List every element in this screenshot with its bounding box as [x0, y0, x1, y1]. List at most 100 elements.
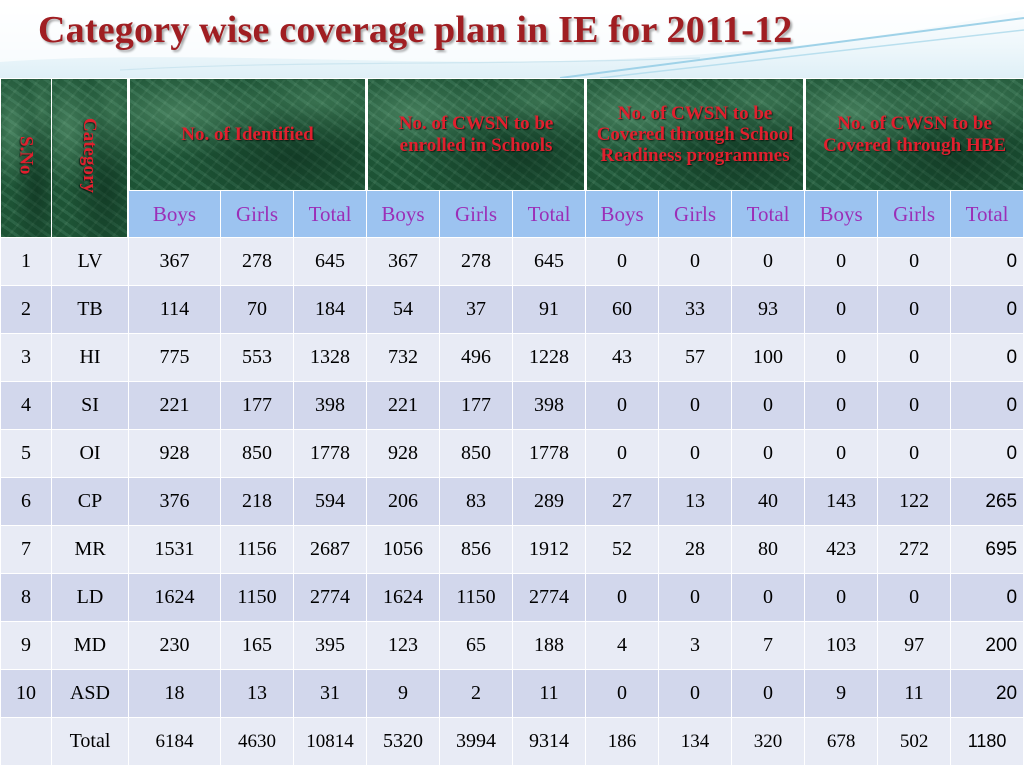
cell: 856: [439, 525, 514, 574]
cell: 165: [220, 621, 294, 670]
cell: 70: [220, 285, 294, 334]
total-cell: 5320: [366, 717, 441, 766]
cell: 100: [731, 333, 806, 382]
cell: 230: [128, 621, 221, 670]
cell: 218: [220, 477, 294, 526]
cell: 0: [950, 285, 1024, 334]
cell: 423: [804, 525, 879, 574]
cell: 775: [128, 333, 221, 382]
row-category: MR: [51, 525, 129, 574]
total-cell: 6184: [128, 717, 221, 766]
cell: 1912: [512, 525, 587, 574]
cell: 395: [292, 621, 368, 670]
subheader-boys: Boys: [804, 190, 879, 238]
total-cell: 4630: [220, 717, 294, 766]
subheader-boys: Boys: [585, 190, 660, 238]
total-cell: 3994: [439, 717, 514, 766]
row-sno: 1: [0, 237, 52, 286]
cell: 376: [128, 477, 221, 526]
cell: 9: [804, 669, 879, 718]
cell: 278: [220, 237, 294, 286]
cell: 0: [877, 573, 952, 622]
cell: 184: [292, 285, 368, 334]
title-band: Category wise coverage plan in IE for 20…: [0, 0, 1024, 78]
cell: 83: [439, 477, 514, 526]
row-sno: 10: [0, 669, 52, 718]
cell: 1328: [292, 333, 368, 382]
cell: 1531: [128, 525, 221, 574]
cell: 278: [439, 237, 514, 286]
cell: 0: [585, 669, 660, 718]
row-sno: 5: [0, 429, 52, 478]
cell: 33: [658, 285, 733, 334]
header-identified: No. of Identified: [126, 78, 368, 191]
cell: 1156: [220, 525, 294, 574]
table-row: 10 ASD 18 13 31 9 2 11 0 0 0 9 11 20: [0, 669, 1024, 718]
cell: 0: [731, 669, 806, 718]
row-category: OI: [51, 429, 129, 478]
cell: 0: [658, 669, 733, 718]
cell: 177: [220, 381, 294, 430]
cell: 928: [128, 429, 221, 478]
total-cell: 320: [731, 717, 806, 766]
cell: 0: [950, 429, 1024, 478]
cell: 91: [512, 285, 587, 334]
table-row: 8 LD 1624 1150 2774 1624 1150 2774 0 0 0…: [0, 573, 1024, 622]
total-cell: 186: [585, 717, 660, 766]
subheader-girls: Girls: [439, 190, 514, 238]
cell: 0: [804, 429, 879, 478]
cell: 0: [804, 381, 879, 430]
cell: 0: [950, 333, 1024, 382]
table-row: 1 LV 367 278 645 367 278 645 0 0 0 0 0 0: [0, 237, 1024, 286]
cell: 80: [731, 525, 806, 574]
table-row: 7 MR 1531 1156 2687 1056 856 1912 52 28 …: [0, 525, 1024, 574]
row-sno: 8: [0, 573, 52, 622]
cell: 0: [585, 429, 660, 478]
cell: 0: [658, 573, 733, 622]
cell: 60: [585, 285, 660, 334]
row-sno: 2: [0, 285, 52, 334]
header-sno: S.No: [0, 78, 52, 238]
total-cell: 502: [877, 717, 952, 766]
cell: 645: [512, 237, 587, 286]
cell: 28: [658, 525, 733, 574]
cell: 0: [950, 381, 1024, 430]
table-row: 4 SI 221 177 398 221 177 398 0 0 0 0 0 0: [0, 381, 1024, 430]
cell: 93: [731, 285, 806, 334]
row-sno: 4: [0, 381, 52, 430]
cell: 20: [950, 669, 1024, 718]
cell: 0: [877, 237, 952, 286]
cell: 398: [512, 381, 587, 430]
cell: 221: [366, 381, 441, 430]
cell: 200: [950, 621, 1024, 670]
cell: 4: [585, 621, 660, 670]
subheader-total: Total: [731, 190, 806, 238]
subheader-boys: Boys: [366, 190, 441, 238]
cell: 11: [877, 669, 952, 718]
cell: 65: [439, 621, 514, 670]
cell: 27: [585, 477, 660, 526]
cell: 0: [804, 573, 879, 622]
cell: 0: [804, 237, 879, 286]
row-sno: 9: [0, 621, 52, 670]
cell: 0: [950, 237, 1024, 286]
cell: 0: [731, 429, 806, 478]
table-row: 6 CP 376 218 594 206 83 289 27 13 40 143…: [0, 477, 1024, 526]
row-category: CP: [51, 477, 129, 526]
subheader-girls: Girls: [658, 190, 733, 238]
cell: 0: [658, 429, 733, 478]
coverage-table: S.No Category No. of Identified No. of C…: [0, 78, 1024, 766]
cell: 177: [439, 381, 514, 430]
cell: 594: [292, 477, 368, 526]
row-category: HI: [51, 333, 129, 382]
cell: 2774: [292, 573, 368, 622]
total-cell: 134: [658, 717, 733, 766]
subheader-girls: Girls: [877, 190, 952, 238]
cell: 0: [804, 333, 879, 382]
cell: 11: [512, 669, 587, 718]
cell: 0: [585, 573, 660, 622]
total-sno-blank: [0, 717, 52, 766]
cell: 1228: [512, 333, 587, 382]
cell: 1778: [512, 429, 587, 478]
cell: 0: [731, 237, 806, 286]
